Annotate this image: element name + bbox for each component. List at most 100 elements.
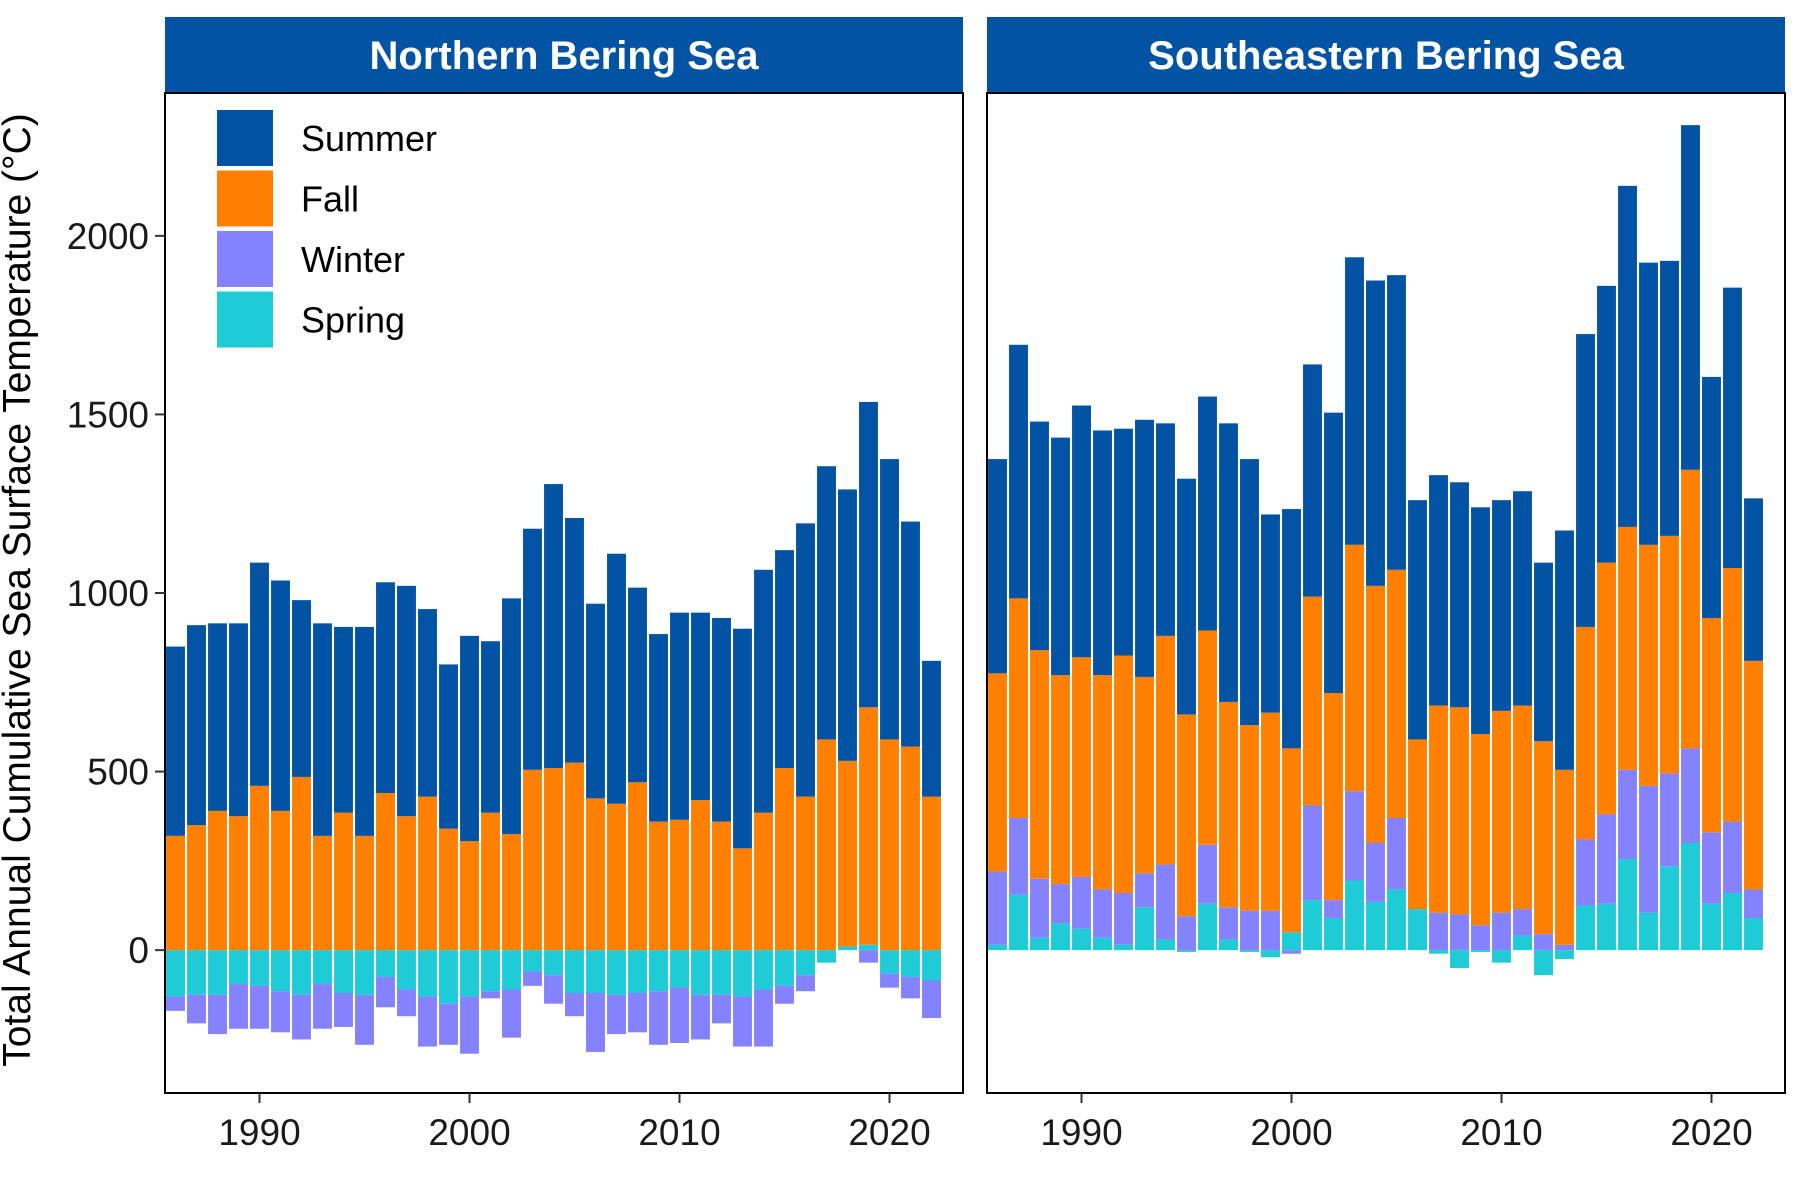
bar-fall (1114, 655, 1133, 893)
bar-fall (691, 800, 710, 951)
bar-fall (1555, 769, 1574, 945)
bar-summer (1597, 285, 1616, 563)
bar-fall (565, 762, 584, 951)
bar-winter (1030, 878, 1049, 938)
bar-winter (250, 985, 269, 1029)
bar-winter (523, 971, 542, 986)
bar-fall (187, 825, 206, 951)
bar-winter (733, 996, 752, 1047)
bar-fall (544, 768, 563, 951)
bar-spring (838, 946, 857, 951)
bar-summer (250, 562, 269, 786)
bar-spring (1177, 950, 1196, 952)
bar-spring (502, 950, 521, 990)
bar-summer (796, 523, 815, 797)
bar-summer (481, 641, 500, 813)
bar-winter (1576, 839, 1595, 906)
bar-fall (1450, 707, 1469, 915)
x-tick-label: 1990 (218, 1112, 300, 1153)
bar-fall (838, 760, 857, 947)
bar-summer (1681, 125, 1700, 470)
bar-spring (355, 950, 374, 995)
bar-winter (1072, 876, 1091, 929)
bar-winter (1660, 773, 1679, 867)
bar-spring (754, 950, 773, 990)
bar-spring (733, 950, 752, 997)
bar-summer (397, 585, 416, 817)
bar-winter (1177, 916, 1196, 951)
bar-winter (1051, 884, 1070, 924)
bar-fall (1723, 568, 1742, 822)
bar-fall (649, 821, 668, 951)
bar-summer (838, 489, 857, 761)
bar-summer (1072, 405, 1091, 658)
bar-fall (1345, 544, 1364, 792)
bar-spring (1702, 903, 1721, 951)
bar-winter (565, 993, 584, 1017)
bar-winter (376, 976, 395, 1008)
bar-spring (607, 950, 626, 995)
y-axis-title: Total Annual Cumulative Sea Surface Temp… (0, 113, 39, 1067)
bars (988, 125, 1763, 976)
bar-winter (481, 991, 500, 999)
bar-spring (334, 950, 353, 993)
bar-spring (376, 950, 395, 977)
bar-summer (859, 401, 878, 708)
bar-winter (859, 950, 878, 963)
panel-strip (987, 17, 1785, 93)
bar-spring (1450, 950, 1469, 968)
bar-summer (376, 582, 395, 793)
bar-spring (229, 950, 248, 985)
bar-summer (586, 603, 605, 799)
bar-spring (1240, 950, 1259, 952)
legend: Summer Fall Winter Spring (217, 110, 437, 348)
bar-spring (1051, 923, 1070, 951)
bar-spring (1114, 944, 1133, 951)
bar-winter (670, 987, 689, 1043)
bar-winter (187, 994, 206, 1024)
bar-winter (649, 991, 668, 1045)
bar-spring (271, 950, 290, 992)
bar-summer (1093, 430, 1112, 676)
bar-fall (1408, 739, 1427, 910)
bar-winter (313, 984, 332, 1029)
bar-spring (1660, 866, 1679, 951)
bar-summer (460, 635, 479, 842)
bar-fall (418, 796, 437, 951)
bar-summer (1324, 412, 1343, 693)
bar-spring (1513, 935, 1532, 951)
bar-summer (439, 664, 458, 829)
bar-summer (817, 466, 836, 740)
bar-winter (1156, 864, 1175, 940)
bar-winter (712, 994, 731, 1024)
bar-spring (712, 950, 731, 995)
bar-spring (1639, 912, 1658, 951)
bar-fall (712, 821, 731, 951)
legend-label: Spring (301, 300, 405, 341)
bar-winter (586, 993, 605, 1052)
bar-spring (649, 950, 668, 992)
bar-winter (1513, 909, 1532, 936)
bar-fall (1387, 569, 1406, 818)
bar-winter (1240, 910, 1259, 951)
bar-spring (292, 950, 311, 995)
bar-fall (922, 796, 941, 951)
bar-summer (1345, 257, 1364, 545)
bar-fall (775, 768, 794, 951)
y-tick-label: 1000 (67, 573, 149, 614)
bar-winter (1303, 805, 1322, 901)
bar-summer (1282, 509, 1301, 749)
bar-summer (901, 521, 920, 747)
bar-summer (880, 459, 899, 740)
bar-winter (1618, 769, 1637, 860)
bar-fall (859, 707, 878, 945)
bar-winter (607, 994, 626, 1035)
legend-label: Fall (301, 179, 359, 220)
bar-fall (208, 810, 227, 951)
bar-summer (544, 484, 563, 768)
bar-summer (1387, 275, 1406, 570)
bar-spring (628, 950, 647, 993)
legend-key (217, 110, 273, 166)
bar-fall (1429, 705, 1448, 913)
bar-spring (1492, 950, 1511, 963)
